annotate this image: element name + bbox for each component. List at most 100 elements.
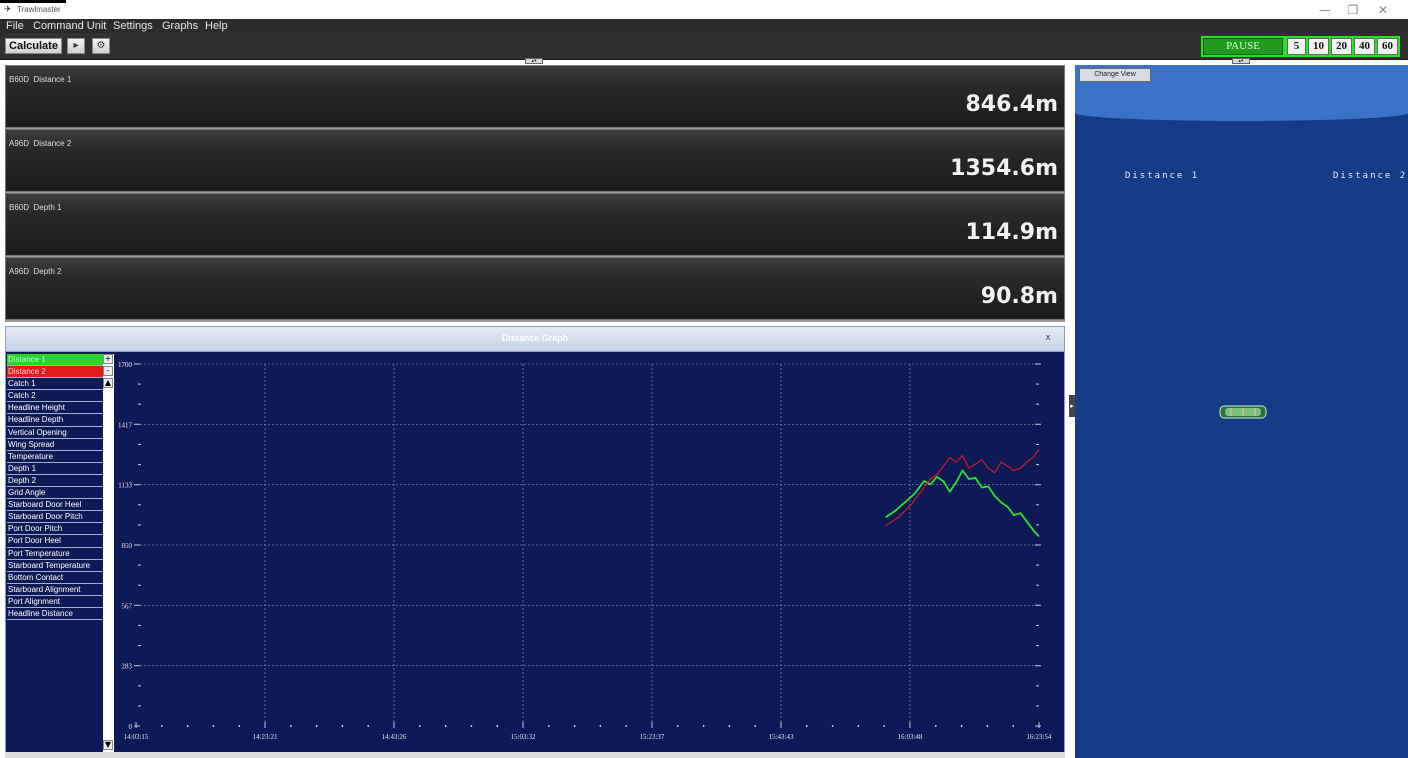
interval-20-button[interactable]: 20 xyxy=(1331,38,1352,55)
window-title: Trawlmaster xyxy=(17,5,61,14)
menu-bar: File Command Unit Settings Graphs Help xyxy=(0,19,1408,33)
view-label-distance-1: Distance 1 xyxy=(1125,171,1200,181)
graph-title-bar[interactable]: Distance Graph x xyxy=(6,327,1064,352)
remove-series-button[interactable]: - xyxy=(103,366,113,376)
readout-label: B60D Depth 1 xyxy=(9,203,62,212)
menu-graphs[interactable]: Graphs xyxy=(162,20,199,32)
readout-distance-2[interactable]: A96D Distance 2 1354.6m xyxy=(5,129,1065,192)
readout-depth-1[interactable]: B60D Depth 1 114.9m xyxy=(5,193,1065,256)
y-tick-label: 567 xyxy=(122,602,133,610)
readout-value: 846.4m xyxy=(965,92,1058,117)
series-item-wing-spread[interactable]: Wing Spread xyxy=(7,439,103,451)
interval-5-button[interactable]: 5 xyxy=(1287,38,1306,55)
title-bar: ✈ Trawlmaster — ❐ ✕ xyxy=(0,0,1408,19)
readout-distance-1[interactable]: B60D Distance 1 846.4m xyxy=(5,65,1065,128)
graph-horizontal-scrollbar[interactable] xyxy=(5,752,1065,758)
interval-40-button[interactable]: 40 xyxy=(1354,38,1375,55)
x-tick-label: 15:03:32 xyxy=(511,733,536,741)
series-item-starboard-alignment[interactable]: Starboard Alignment xyxy=(7,584,103,596)
series-line-distance-2 xyxy=(885,448,1040,527)
x-tick-label: 16:23:54 xyxy=(1027,733,1052,741)
title-strip xyxy=(0,0,66,3)
series-item-depth-1[interactable]: Depth 1 xyxy=(7,463,103,475)
interval-60-button[interactable]: 60 xyxy=(1377,38,1398,55)
export-icon[interactable]: ▸ xyxy=(67,38,85,54)
series-item-starboard-temperature[interactable]: Starboard Temperature xyxy=(7,560,103,572)
readout-value: 114.9m xyxy=(965,220,1058,245)
y-tick-label: 283 xyxy=(122,663,133,671)
series-item-headline-depth[interactable]: Headline Depth xyxy=(7,414,103,427)
add-series-button[interactable]: + xyxy=(103,354,113,364)
toolbar xyxy=(0,33,1408,60)
series-item-depth-2[interactable]: Depth 2 xyxy=(7,475,103,488)
series-item-port-door-pitch[interactable]: Port Door Pitch xyxy=(7,523,103,536)
series-item-starboard-door-pitch[interactable]: Starboard Door Pitch xyxy=(7,511,103,524)
menu-command-unit[interactable]: Command Unit xyxy=(33,20,107,32)
series-item-starboard-door-heel[interactable]: Starboard Door Heel xyxy=(7,499,103,512)
x-tick-label: 15:43:43 xyxy=(769,733,794,741)
series-item-grid-angle[interactable]: Grid Angle xyxy=(7,487,103,500)
view-grip-handle[interactable]: ▴▾ xyxy=(1232,58,1250,64)
menu-file[interactable]: File xyxy=(6,20,24,32)
graph-title: Distance Graph xyxy=(501,333,569,343)
series-item-catch-1[interactable]: Catch 1 xyxy=(7,378,103,391)
readout-value: 1354.6m xyxy=(950,156,1058,181)
distance-graph-window: Distance Graph x Distance 1 Distance 2 Cat… xyxy=(5,326,1065,758)
series-scrollbar[interactable]: + - ▲ ▼ xyxy=(103,354,114,758)
x-tick-label: 14:23:21 xyxy=(253,733,278,741)
interval-selector: 5 10 20 40 60 xyxy=(1283,36,1400,57)
close-icon[interactable]: ✕ xyxy=(1377,3,1389,17)
x-tick-label: 14:03:15 xyxy=(124,733,149,741)
app-logo-icon: ✈ xyxy=(4,5,12,15)
y-tick-label: 1417 xyxy=(118,421,133,429)
x-tick-label: 16:03:48 xyxy=(898,733,923,741)
trawl-net-icon xyxy=(1219,405,1267,419)
settings-tool-icon[interactable]: ⚙ xyxy=(92,38,110,54)
y-tick-label: 1700 xyxy=(118,361,133,369)
readout-label: B60D Distance 1 xyxy=(9,75,72,84)
y-tick-label: 850 xyxy=(122,542,133,550)
readout-panels: B60D Distance 1 846.4m A96D Distance 2 1… xyxy=(5,65,1065,322)
series-item-bottom-contact[interactable]: Bottom Contact xyxy=(7,572,103,584)
menu-settings[interactable]: Settings xyxy=(113,20,153,32)
x-tick-label: 15:23:37 xyxy=(640,733,665,741)
readout-value: 90.8m xyxy=(980,284,1058,309)
pause-button[interactable]: PAUSE xyxy=(1203,38,1283,55)
series-line-distance-1 xyxy=(885,469,1040,538)
scroll-down-button[interactable]: ▼ xyxy=(103,740,113,750)
change-view-button[interactable]: Change View xyxy=(1079,68,1151,82)
y-tick-label: 0 xyxy=(129,723,133,731)
series-item-distance-2[interactable]: Distance 2 xyxy=(7,366,103,379)
restore-icon[interactable]: ❐ xyxy=(1347,3,1359,17)
x-tick-label: 14:43:26 xyxy=(382,733,407,741)
readout-depth-2[interactable]: A96D Depth 2 90.8m xyxy=(5,257,1065,320)
series-item-port-door-heel[interactable]: Port Door Heel xyxy=(7,535,103,548)
series-item-catch-2[interactable]: Catch 2 xyxy=(7,390,103,403)
series-item-headline-distance[interactable]: Headline Distance xyxy=(7,608,103,621)
scroll-up-button[interactable]: ▲ xyxy=(103,378,113,388)
readout-label: A96D Distance 2 xyxy=(9,139,72,148)
series-item-port-temperature[interactable]: Port Temperature xyxy=(7,548,103,560)
series-item-headline-height[interactable]: Headline Height xyxy=(7,402,103,415)
series-list: Distance 1 Distance 2 Catch 1 Catch 2 Headli… xyxy=(7,354,103,758)
menu-help[interactable]: Help xyxy=(205,20,228,32)
calculate-button[interactable]: Calculate xyxy=(5,38,62,54)
splitter-handle-icon[interactable]: ▸ xyxy=(1069,395,1075,417)
panel-grip-handle[interactable]: ▴▾ xyxy=(525,58,543,64)
panel-splitter[interactable]: ▸ xyxy=(1065,65,1075,758)
minimize-icon[interactable]: — xyxy=(1319,3,1331,17)
pause-frame: PAUSE xyxy=(1201,36,1285,57)
trawl-3d-view: Change View Distance 1 Distance 2 xyxy=(1075,65,1408,758)
series-item-vertical-opening[interactable]: Vertical Opening xyxy=(7,427,103,439)
interval-10-button[interactable]: 10 xyxy=(1308,38,1329,55)
chart-svg: 0 283 567 850 1133 1417 1700 14:03:15 14:23:21 14… xyxy=(118,361,1052,741)
series-item-port-alignment[interactable]: Port Alignment xyxy=(7,596,103,608)
distance-chart: 0 283 567 850 1133 1417 1700 14:03:15 14:23:21 14… xyxy=(114,354,1064,758)
graph-close-button[interactable]: x xyxy=(1045,333,1051,343)
series-item-distance-1[interactable]: Distance 1 xyxy=(7,354,103,367)
view-label-distance-2: Distance 2 xyxy=(1333,171,1408,181)
series-item-temperature[interactable]: Temperature xyxy=(7,451,103,463)
y-tick-label: 1133 xyxy=(118,482,132,490)
readout-label: A96D Depth 2 xyxy=(9,267,62,276)
